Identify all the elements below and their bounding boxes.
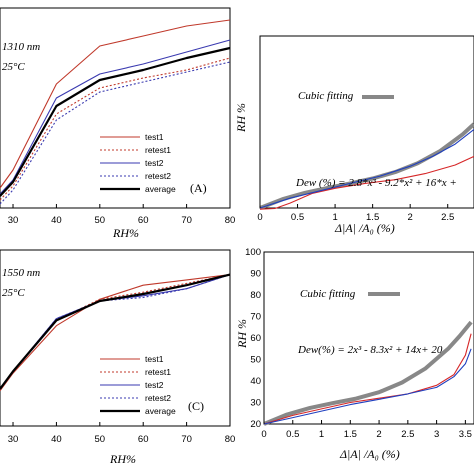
panel-a-label: (A) bbox=[190, 181, 207, 195]
paneld-xtick-label: 0.5 bbox=[286, 429, 299, 440]
panela-xtick-label: 70 bbox=[181, 215, 192, 226]
panela-xtick-label: 60 bbox=[138, 215, 149, 226]
panel-d-frame bbox=[263, 251, 474, 425]
legend-label-test2: test2 bbox=[145, 380, 164, 390]
panel-c-frame bbox=[0, 249, 231, 427]
paneld-series-cubic-fitting bbox=[263, 320, 473, 426]
paneld-xtick-label: 3 bbox=[434, 429, 439, 440]
panel-b-ylabel: RH % bbox=[234, 103, 248, 133]
panela-xtick-label: 30 bbox=[8, 215, 19, 226]
paneld-xtick-label: 1.5 bbox=[344, 429, 357, 440]
legend-label-retest2: retest2 bbox=[145, 171, 171, 181]
legend-label-test1: test1 bbox=[145, 354, 164, 364]
panelb-series-cubic-fitting bbox=[259, 122, 474, 210]
panelb-xtick-label: 1 bbox=[332, 212, 337, 223]
panel-a-temperature: 25°C bbox=[2, 61, 25, 73]
panel-c-label: (C) bbox=[188, 399, 204, 413]
panela-series-retest1 bbox=[0, 57, 231, 201]
panelb-xtick-label: 1.5 bbox=[366, 212, 379, 223]
panela-series-test1 bbox=[0, 19, 231, 189]
panel-c-temperature: 25°C bbox=[2, 287, 25, 299]
legend-label-average: average bbox=[145, 406, 176, 416]
panelc-xtick-label: 70 bbox=[181, 434, 192, 445]
panel-b-xlabel: Δ|A| /A₀ (%) bbox=[334, 221, 395, 235]
panelc-xtick-label: 40 bbox=[51, 434, 62, 445]
paneld-ytick-label: 30 bbox=[250, 398, 261, 409]
paneld-ytick-label: 90 bbox=[250, 269, 261, 280]
panela-xtick-label: 50 bbox=[95, 215, 106, 226]
paneld-xtick-label: 0 bbox=[261, 429, 266, 440]
panela-xtick-label: 80 bbox=[225, 215, 236, 226]
legend-label-average: average bbox=[145, 184, 176, 194]
panel-c-legend: test1 retest1 test2 retest2 average bbox=[100, 354, 176, 416]
panelb-xtick-label: 2.5 bbox=[441, 212, 454, 223]
paneld-ytick-label: 60 bbox=[250, 333, 261, 344]
legend-label-retest2: retest2 bbox=[145, 393, 171, 403]
panel-a-xlabel: RH% bbox=[112, 226, 139, 240]
panel-b-frame bbox=[259, 35, 474, 209]
legend-label-retest1: retest1 bbox=[145, 367, 171, 377]
panelc-xtick-label: 50 bbox=[95, 434, 106, 445]
panelc-series-average bbox=[0, 273, 231, 390]
panelc-xtick-label: 60 bbox=[138, 434, 149, 445]
panel-b-equation: Dew (%) = 2.8*x³ - 9.2*x² + 16*x + bbox=[295, 177, 457, 189]
panelb-series-test bbox=[259, 155, 474, 210]
panelb-xtick-label: 0 bbox=[257, 212, 262, 223]
panela-xtick-label: 40 bbox=[51, 215, 62, 226]
paneld-xtick-label: 2 bbox=[376, 429, 381, 440]
paneld-xtick-label: 1 bbox=[319, 429, 324, 440]
panela-series-retest2 bbox=[0, 61, 231, 205]
panel-b-chart: 0 0.5 1 1.5 2 2.5 Cubic fitting Dew (%) = 2.8… bbox=[234, 35, 474, 235]
panel-a-frame bbox=[0, 7, 231, 209]
panel-c-xlabel: RH% bbox=[109, 452, 136, 466]
panelb-series-retest bbox=[259, 128, 474, 209]
panel-a-chart: 30 40 50 60 70 80 1310 nm 25°C test1retest1te… bbox=[0, 7, 236, 240]
paneld-ytick-label: 80 bbox=[250, 290, 261, 301]
paneld-ytick-label: 100 bbox=[245, 247, 261, 258]
panel-c-wavelength: 1550 nm bbox=[2, 267, 40, 279]
panela-series-average bbox=[0, 46, 231, 197]
panel-a-legend: test1 retest1 test2 retest2 average bbox=[100, 132, 176, 194]
paneld-series-retest bbox=[263, 348, 472, 425]
panelb-xtick-label: 2 bbox=[408, 212, 413, 223]
paneld-ytick-label: 50 bbox=[250, 355, 261, 366]
panel-d-ylabel: RH % bbox=[235, 319, 249, 349]
panel-d-equation: Dew(%) = 2x³ - 8.3x² + 14x+ 20 bbox=[297, 344, 443, 356]
panel-d-chart: 0 0.5 1 1.5 2 2.5 3 3.5 20 30 40 50 60 70 80 90 100 Cubi… bbox=[235, 247, 474, 461]
paneld-xtick-label: 3.5 bbox=[459, 429, 472, 440]
paneld-ytick-label: 70 bbox=[250, 312, 261, 323]
panel-c-chart: 30 40 50 60 70 80 1550 nm 25°C test1retest1te… bbox=[0, 249, 236, 466]
panel-d-xlabel: Δ|A| /A₀ (%) bbox=[339, 447, 400, 461]
panel-d-fit-label: Cubic fitting bbox=[300, 288, 356, 300]
paneld-xtick-label: 2.5 bbox=[401, 429, 414, 440]
paneld-ytick-label: 40 bbox=[250, 376, 261, 387]
legend-label-retest1: retest1 bbox=[145, 145, 171, 155]
paneld-ytick-label: 20 bbox=[250, 419, 261, 430]
panel-a-wavelength: 1310 nm bbox=[2, 41, 40, 53]
panel-b-fit-label: Cubic fitting bbox=[298, 90, 354, 102]
panelb-xtick-label: 0.5 bbox=[291, 212, 304, 223]
panelc-xtick-label: 80 bbox=[225, 434, 236, 445]
panelc-xtick-label: 30 bbox=[8, 434, 19, 445]
legend-label-test2: test2 bbox=[145, 158, 164, 168]
legend-label-test1: test1 bbox=[145, 132, 164, 142]
